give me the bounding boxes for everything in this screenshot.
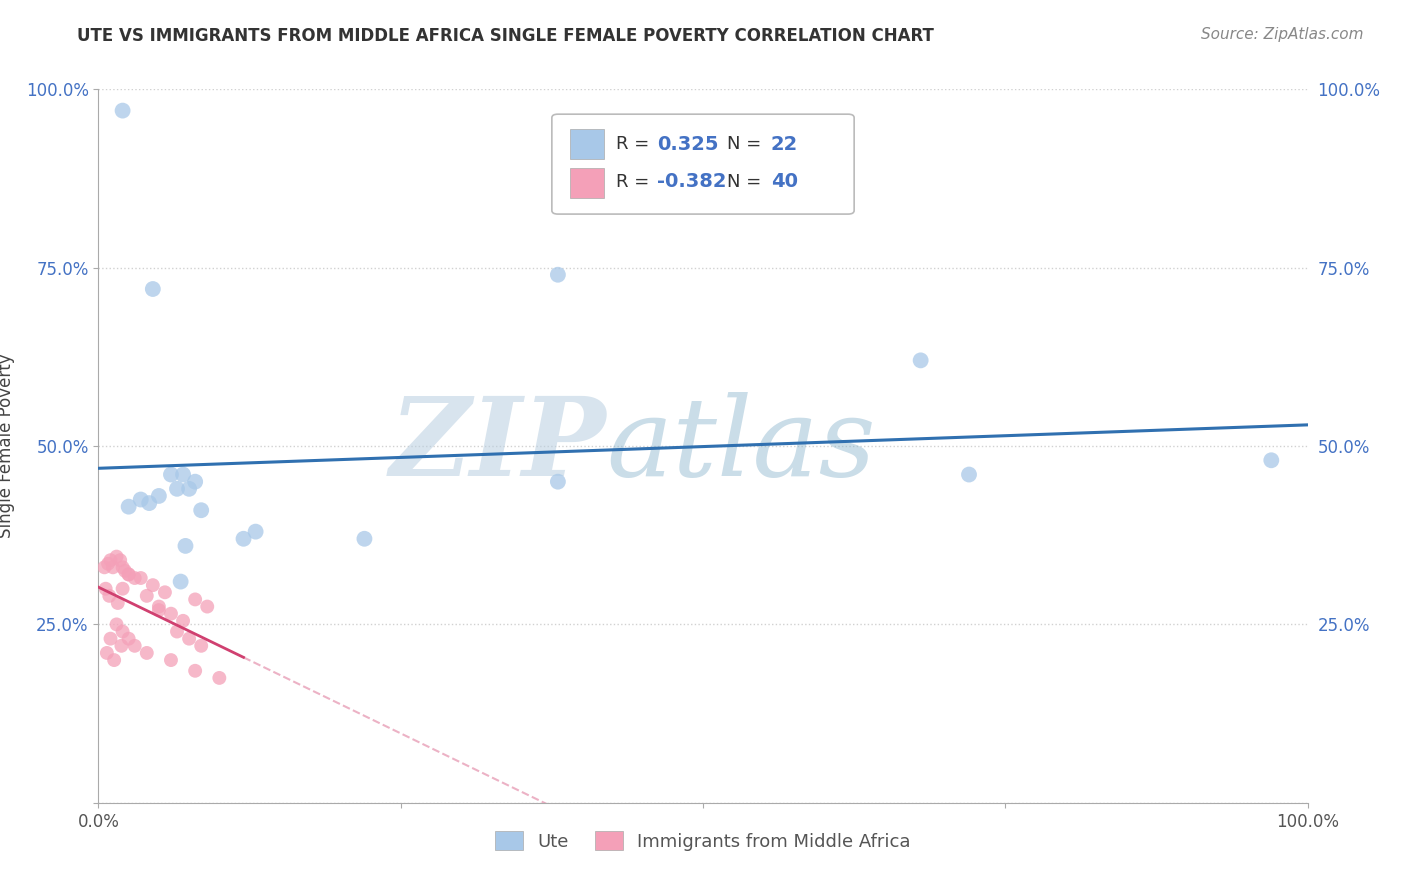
Point xyxy=(124,571,146,585)
Point xyxy=(100,553,122,567)
Point xyxy=(111,560,134,574)
Text: -0.382: -0.382 xyxy=(657,172,727,192)
Point xyxy=(166,482,188,496)
Point xyxy=(160,607,183,621)
Text: ZIP: ZIP xyxy=(389,392,606,500)
Point xyxy=(174,539,197,553)
Point xyxy=(353,532,375,546)
Point xyxy=(105,549,128,564)
Point xyxy=(232,532,254,546)
Point xyxy=(118,632,141,646)
Text: atlas: atlas xyxy=(606,392,876,500)
Point xyxy=(148,599,170,614)
Point xyxy=(118,500,141,514)
Point xyxy=(547,475,569,489)
Point xyxy=(107,596,129,610)
Point xyxy=(138,496,160,510)
Point xyxy=(190,503,212,517)
Point xyxy=(910,353,932,368)
Bar xyxy=(569,168,603,198)
Text: 22: 22 xyxy=(770,135,799,153)
Bar xyxy=(569,129,603,159)
Point xyxy=(129,571,152,585)
Text: 0.325: 0.325 xyxy=(657,135,718,153)
Point xyxy=(94,582,117,596)
Point xyxy=(195,599,218,614)
Y-axis label: Single Female Poverty: Single Female Poverty xyxy=(0,354,14,538)
Point xyxy=(108,553,131,567)
Point xyxy=(160,653,183,667)
Point xyxy=(101,560,124,574)
Point xyxy=(148,603,170,617)
Point xyxy=(153,585,176,599)
Legend: Ute, Immigrants from Middle Africa: Ute, Immigrants from Middle Africa xyxy=(488,824,918,858)
Point xyxy=(208,671,231,685)
Point xyxy=(1260,453,1282,467)
Point xyxy=(172,467,194,482)
Point xyxy=(142,282,165,296)
Point xyxy=(179,482,201,496)
Point xyxy=(110,639,132,653)
Point xyxy=(114,564,136,578)
Text: R =: R = xyxy=(616,173,655,191)
Point xyxy=(98,589,121,603)
Point xyxy=(184,475,207,489)
Point xyxy=(169,574,191,589)
Point xyxy=(172,614,194,628)
Point xyxy=(129,492,152,507)
Text: 40: 40 xyxy=(770,172,797,192)
Point xyxy=(245,524,267,539)
Point xyxy=(124,639,146,653)
Text: UTE VS IMMIGRANTS FROM MIDDLE AFRICA SINGLE FEMALE POVERTY CORRELATION CHART: UTE VS IMMIGRANTS FROM MIDDLE AFRICA SIN… xyxy=(77,27,934,45)
Point xyxy=(135,589,157,603)
Point xyxy=(96,646,118,660)
Point xyxy=(166,624,188,639)
Point xyxy=(957,467,980,482)
Point xyxy=(111,103,134,118)
Point xyxy=(179,632,201,646)
FancyBboxPatch shape xyxy=(551,114,855,214)
Point xyxy=(547,268,569,282)
Point xyxy=(135,646,157,660)
Point xyxy=(118,567,141,582)
Text: Source: ZipAtlas.com: Source: ZipAtlas.com xyxy=(1201,27,1364,42)
Point xyxy=(160,467,183,482)
Point xyxy=(103,653,125,667)
Text: N =: N = xyxy=(727,136,768,153)
Text: R =: R = xyxy=(616,136,655,153)
Point xyxy=(105,617,128,632)
Point xyxy=(100,632,122,646)
Point xyxy=(111,624,134,639)
Point xyxy=(148,489,170,503)
Point xyxy=(184,664,207,678)
Point xyxy=(190,639,212,653)
Text: N =: N = xyxy=(727,173,768,191)
Point xyxy=(97,557,120,571)
Point xyxy=(118,567,141,582)
Point xyxy=(184,592,207,607)
Point xyxy=(111,582,134,596)
Point xyxy=(93,560,115,574)
Point xyxy=(142,578,165,592)
